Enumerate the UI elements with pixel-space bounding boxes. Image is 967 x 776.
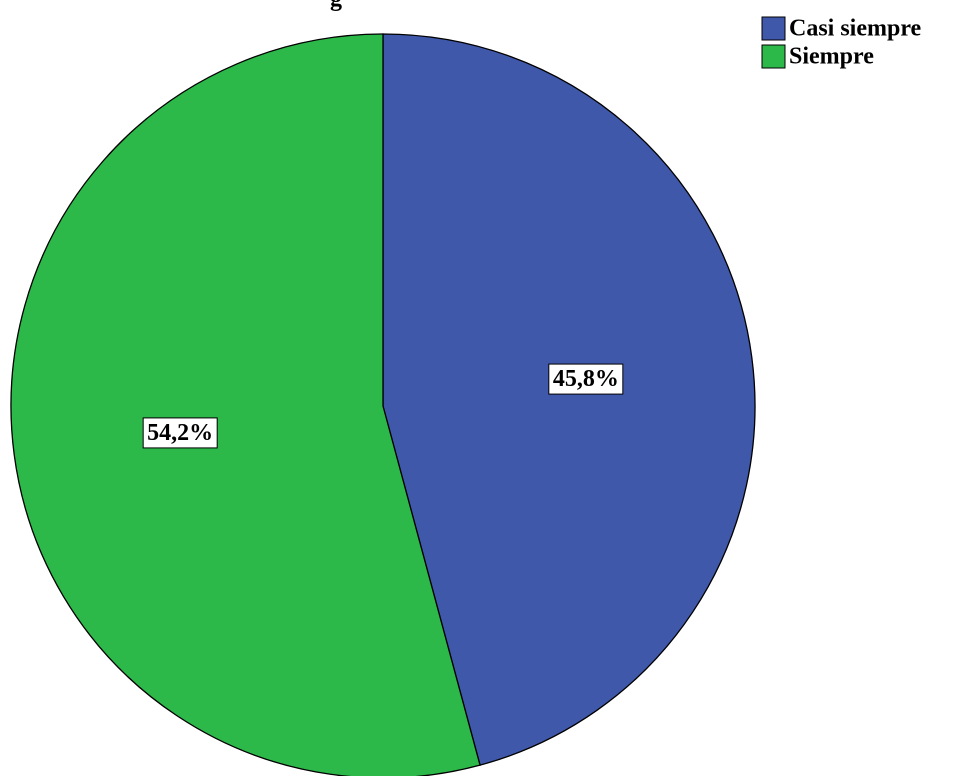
data-label-text: 54,2%	[147, 420, 213, 446]
pie-slices	[10, 33, 756, 776]
data-label-casi-siempre: 45,8%	[548, 363, 624, 395]
data-label-box	[548, 363, 624, 395]
chart-title-partial: g	[330, 0, 342, 13]
legend-swatch	[761, 16, 786, 41]
legend-item-siempre: Siempre	[761, 44, 874, 70]
pie-slice-casi-siempre	[382, 33, 756, 766]
legend-swatch	[761, 44, 786, 69]
pie-slice-siempre	[10, 33, 481, 776]
data-label-siempre: 54,2%	[142, 417, 218, 449]
pie-data-labels: 45,8% 54,2%	[142, 363, 624, 449]
legend-item-casi-siempre: Casi siempre	[761, 16, 922, 42]
legend-label: Siempre	[789, 44, 874, 70]
legend-label: Casi siempre	[789, 16, 922, 42]
data-label-box	[142, 417, 218, 449]
data-label-text: 45,8%	[553, 366, 619, 392]
